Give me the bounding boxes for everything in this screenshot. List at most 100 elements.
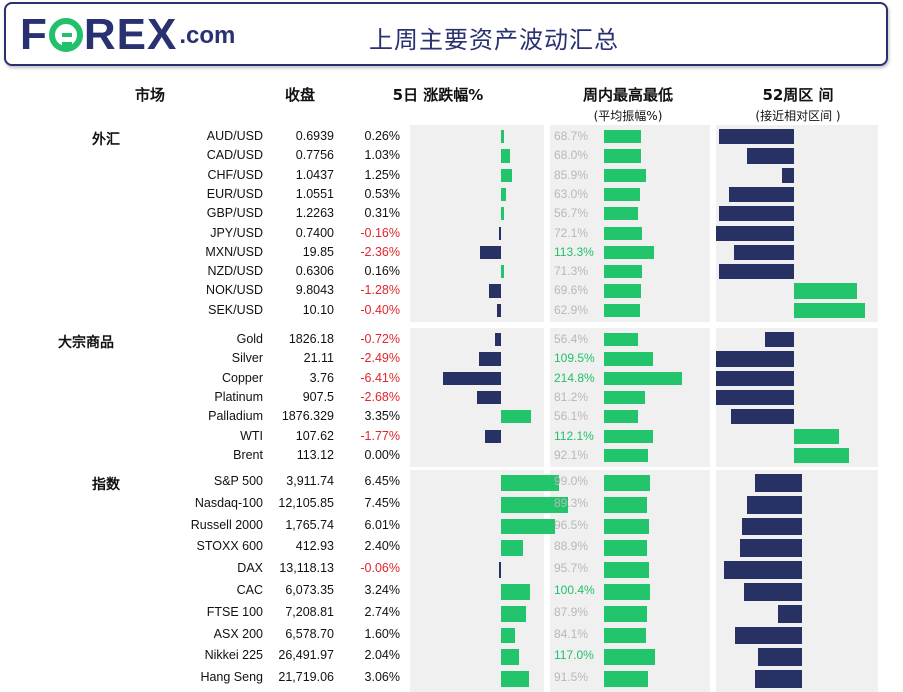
week52-bar <box>716 225 794 241</box>
change-percent: 7.45% <box>364 495 400 510</box>
asset-name: NOK/USD <box>206 283 263 298</box>
change-bar <box>501 518 556 535</box>
close-value: 12,105.85 <box>278 495 334 510</box>
range-label: 62.9% <box>554 302 589 317</box>
change-bar <box>501 168 513 182</box>
asset-name: EUR/USD <box>206 186 263 201</box>
week52-bar <box>793 302 866 318</box>
close-value: 6,073.35 <box>285 583 334 597</box>
header-52week-sub: (接近相对区间 ) <box>755 109 841 123</box>
week52-bar <box>740 539 802 558</box>
header-banner: F REX.com 上周主要资产波动汇总 <box>4 2 888 66</box>
range-label: 109.5% <box>554 351 595 366</box>
close-value: 13,118.13 <box>279 561 334 576</box>
week52-bar <box>746 148 794 164</box>
range-label: 100.4% <box>554 583 595 597</box>
range-bar <box>604 371 683 385</box>
close-value: 1.0437 <box>295 167 334 182</box>
week52-bar <box>782 167 794 183</box>
asset-name: Palladium <box>208 409 263 424</box>
change-bar <box>501 584 531 600</box>
range-bar <box>604 627 646 644</box>
close-value: 3,911.74 <box>286 474 334 488</box>
close-value: 19.85 <box>302 244 334 259</box>
change-percent: -0.72% <box>360 332 400 346</box>
logo-wordmark: F REX <box>20 10 178 59</box>
change-percent: -2.36% <box>360 244 400 259</box>
change-bar <box>443 371 501 385</box>
range-label: 63.0% <box>554 186 589 201</box>
close-value: 0.6939 <box>295 129 334 143</box>
change-bar <box>494 333 501 347</box>
close-value: 21,719.06 <box>278 670 334 685</box>
forex-logo: F REX.com <box>20 12 235 58</box>
week52-bar <box>764 332 794 348</box>
close-value: 412.93 <box>295 539 334 554</box>
change-bar <box>476 390 501 405</box>
range-bar <box>604 448 648 463</box>
change-bar <box>501 496 569 513</box>
header-change: 5日 涨跌幅% <box>392 86 484 104</box>
range-bar <box>604 207 638 221</box>
range-bar <box>604 168 647 182</box>
range-bar <box>604 429 654 443</box>
range-label: 214.8% <box>554 370 595 385</box>
range-label: 88.9% <box>554 539 589 554</box>
range-label: 85.9% <box>554 167 589 182</box>
change-percent: 3.06% <box>364 670 400 685</box>
close-value: 113.12 <box>296 447 334 462</box>
change-percent: 6.45% <box>364 474 400 488</box>
change-percent: 0.16% <box>364 264 400 279</box>
asset-name: Hang Seng <box>200 670 263 685</box>
range-bar <box>604 284 642 298</box>
week52-bar <box>777 604 802 623</box>
range-bar <box>604 605 647 622</box>
asset-name: FTSE 100 <box>206 604 263 619</box>
range-bar <box>604 265 642 279</box>
range-bar <box>604 352 653 366</box>
range-bar <box>604 496 647 513</box>
range-bar <box>604 671 648 687</box>
change-percent: 1.03% <box>364 148 400 163</box>
week52-bar <box>730 409 794 425</box>
change-percent: 2.40% <box>364 539 400 554</box>
week52-bar <box>743 583 802 601</box>
change-bar <box>489 284 501 298</box>
asset-name: AUD/USD <box>206 129 263 143</box>
change-bar <box>501 187 506 202</box>
change-bar <box>479 245 501 260</box>
week52-bar <box>728 186 794 203</box>
close-value: 26,491.97 <box>278 648 334 663</box>
range-bar <box>604 245 654 260</box>
change-percent: 0.53% <box>364 186 400 201</box>
change-percent: -0.16% <box>360 225 400 240</box>
asset-name: Russell 2000 <box>190 517 263 532</box>
asset-name: Copper <box>222 370 263 385</box>
close-value: 9.8043 <box>295 283 334 298</box>
change-percent: 2.04% <box>364 648 400 663</box>
section-label: 指数 <box>92 477 120 493</box>
asset-name: Nasdaq-100 <box>194 495 263 510</box>
range-label: 89.3% <box>554 495 589 510</box>
change-bar <box>501 605 526 622</box>
asset-name: DAX <box>237 561 263 576</box>
week52-bar <box>716 370 794 386</box>
close-value: 107.62 <box>295 428 334 443</box>
change-percent: -0.06% <box>360 561 400 576</box>
change-percent: -2.49% <box>360 351 400 366</box>
section-label: 大宗商品 <box>58 335 114 351</box>
change-bar <box>501 540 523 557</box>
range-label: 113.3% <box>554 244 594 259</box>
week52-bar <box>724 561 802 579</box>
range-bar <box>604 130 642 144</box>
range-label: 99.0% <box>554 474 589 488</box>
range-bar <box>604 475 650 491</box>
range-label: 56.4% <box>554 332 589 346</box>
asset-name: GBP/USD <box>206 206 263 221</box>
change-bar <box>501 265 504 279</box>
range-label: 92.1% <box>554 447 589 462</box>
range-label: 68.7% <box>554 129 589 143</box>
asset-name: S&P 500 <box>213 474 263 488</box>
range-bar <box>604 333 638 347</box>
close-value: 0.7400 <box>295 225 334 240</box>
